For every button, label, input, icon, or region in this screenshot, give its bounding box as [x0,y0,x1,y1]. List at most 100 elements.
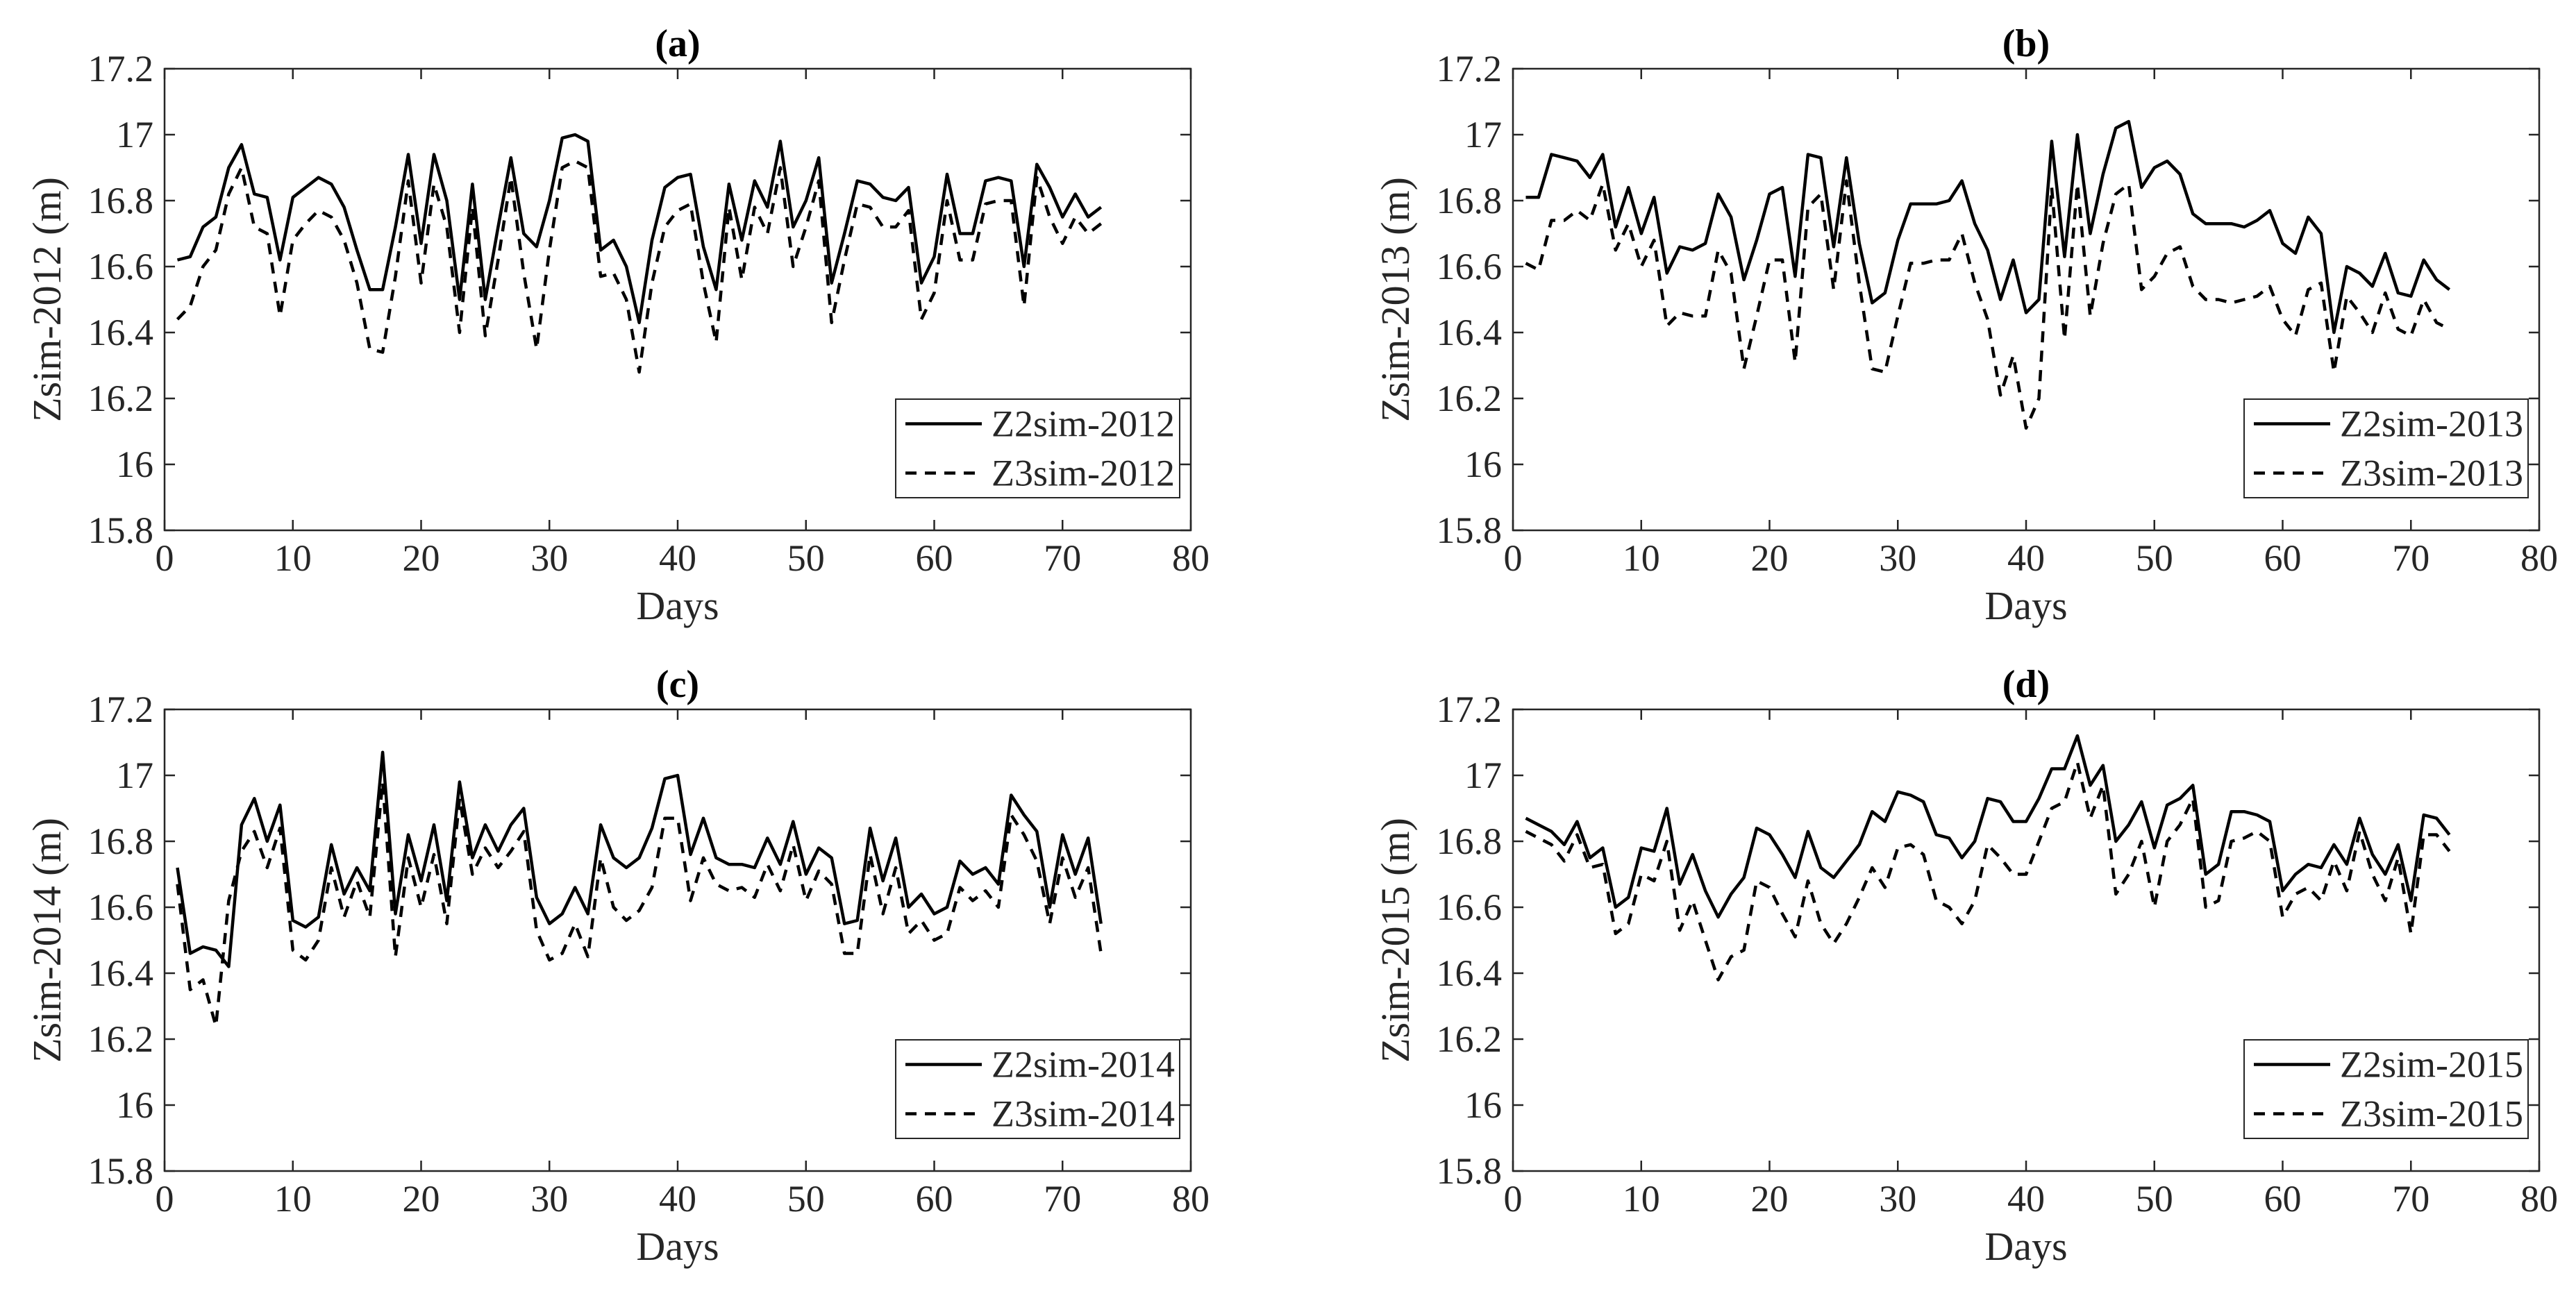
x-tick-label: 70 [2392,1178,2429,1220]
y-axis-label: Zsim-2012 (m) [24,177,69,422]
x-tick-label: 80 [1172,537,1210,579]
y-tick-label: 15.8 [88,1150,154,1192]
data-line [176,159,1103,374]
y-tick-label: 16.8 [1437,820,1503,862]
legend-box [895,1039,1180,1139]
y-tick-label: 15.8 [1437,1150,1503,1192]
legend-label: Z2sim-2015 [2340,1044,2523,1086]
legend-box [2243,398,2529,498]
y-tick-label: 17.2 [88,48,154,90]
x-tick-label: 20 [403,1178,440,1220]
x-tick-label: 60 [2264,1178,2302,1220]
legend-label: Z3sim-2013 [2340,453,2523,494]
y-axis-label: Zsim-2014 (m) [24,818,69,1063]
y-tick-label: 16 [116,1084,153,1126]
x-tick-label: 30 [1879,537,1916,579]
subplot-title: (b) [2002,22,2050,65]
y-tick-label: 15.8 [1437,510,1503,551]
x-tick-label: 30 [1879,1178,1916,1220]
x-tick-label: 60 [2264,537,2302,579]
y-tick-label: 16.2 [1437,378,1503,419]
x-tick-label: 50 [787,1178,825,1220]
y-tick-label: 16.2 [88,1018,154,1060]
y-tick-label: 16.2 [1437,1018,1503,1060]
y-tick-label: 16.6 [1437,886,1503,928]
y-tick-label: 17 [1464,114,1502,155]
data-line [1525,760,2451,982]
y-tick-label: 16.4 [1437,952,1503,994]
x-tick-label: 0 [156,1178,174,1220]
y-tick-label: 17.2 [88,689,154,730]
y-tick-label: 16 [116,444,153,485]
y-tick-label: 16.6 [1437,246,1503,287]
y-tick-label: 16.4 [88,312,154,353]
x-tick-label: 0 [1504,537,1523,579]
x-tick-label: 70 [1044,1178,1081,1220]
y-axis-label: Zsim-2015 (m) [1373,818,1418,1063]
x-tick-label: 70 [2392,537,2429,579]
y-tick-label: 16.8 [88,180,154,221]
legend-label: Z3sim-2012 [992,453,1175,494]
legend-label: Z2sim-2014 [992,1044,1175,1086]
y-tick-label: 17 [116,755,153,796]
series-group [176,133,1103,374]
subplot: (b) 0 10 20 30 40 50 60 70 80 15.8 16 16.2 16.4 16.6 16… [1373,22,2558,628]
y-tick-label: 16.6 [88,246,154,287]
y-tick-label: 17 [116,114,153,155]
x-tick-label: 20 [403,537,440,579]
legend-label: Z3sim-2015 [2340,1093,2523,1135]
y-tick-label: 16.6 [88,886,154,928]
y-tick-label: 16.4 [1437,312,1503,353]
x-tick-label: 80 [2520,537,2558,579]
x-tick-label: 0 [156,537,174,579]
y-tick-label: 16.2 [88,378,154,419]
x-tick-label: 20 [1751,537,1789,579]
subplot-title: (c) [656,663,699,706]
subplot: (c) 0 10 20 30 40 50 60 70 80 15.8 16 16.2 16.4 16.6 16… [24,663,1210,1269]
x-tick-label: 20 [1751,1178,1789,1220]
legend-box [895,398,1180,498]
x-tick-label: 30 [530,1178,568,1220]
data-line [176,133,1103,325]
series-group [176,750,1103,1028]
x-tick-label: 10 [1623,1178,1660,1220]
y-tick-label: 17.2 [1437,689,1503,730]
x-tick-label: 0 [1504,1178,1523,1220]
x-axis-label: Days [1984,583,2067,628]
data-line [176,780,1103,1028]
series-group [1525,119,2451,430]
y-tick-label: 16.4 [88,952,154,994]
y-tick-label: 17.2 [1437,48,1503,90]
x-tick-label: 60 [916,1178,953,1220]
y-tick-label: 15.8 [88,510,154,551]
axes-box [1512,708,2541,1172]
x-axis-label: Days [1984,1224,2067,1269]
x-tick-label: 10 [274,537,312,579]
x-tick-label: 40 [2007,1178,2045,1220]
x-tick-label: 40 [659,537,696,579]
y-tick-label: 16.8 [1437,180,1503,221]
x-tick-label: 50 [787,537,825,579]
x-tick-label: 80 [1172,1178,1210,1220]
axes-box [1512,67,2541,532]
legend-label: Z2sim-2013 [2340,403,2523,445]
x-tick-label: 80 [2520,1178,2558,1220]
series-group [1525,734,2451,982]
legend-label: Z2sim-2012 [992,403,1175,445]
x-tick-label: 10 [1623,537,1660,579]
x-tick-label: 60 [916,537,953,579]
x-tick-label: 40 [659,1178,696,1220]
x-tick-label: 70 [1044,537,1081,579]
subplot-title: (a) [655,22,700,65]
data-line [1525,734,2451,919]
y-tick-label: 16.8 [88,820,154,862]
y-tick-label: 16 [1464,1084,1502,1126]
axes-box [163,67,1192,532]
legend-label: Z3sim-2014 [992,1093,1175,1135]
subplot: (a) 0 10 20 30 40 50 60 70 80 15.8 16 16.2 16.4 16.6 16… [24,22,1210,628]
x-axis-label: Days [636,1224,719,1269]
subplot-title: (d) [2002,663,2050,706]
y-axis-label: Zsim-2013 (m) [1373,177,1418,422]
x-tick-label: 10 [274,1178,312,1220]
